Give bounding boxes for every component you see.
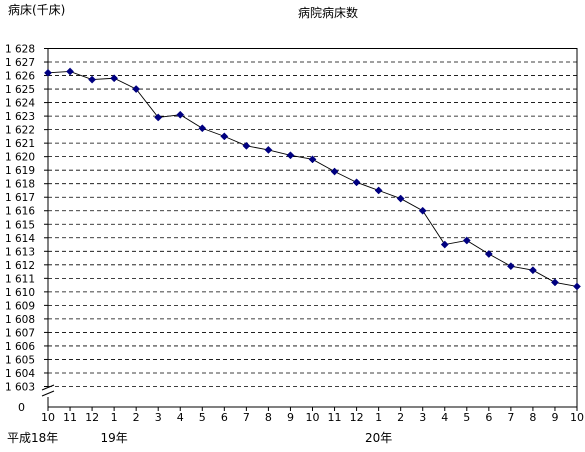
y-tick-label: 1 616 [5, 206, 35, 218]
data-point-marker [374, 186, 383, 195]
y-tick-label: 1 625 [5, 84, 35, 96]
x-tick-label: 9 [287, 411, 294, 424]
data-point-marker [352, 178, 361, 187]
x-tick-label: 2 [133, 411, 140, 424]
data-point-marker [176, 110, 185, 119]
data-point-marker [220, 132, 229, 141]
y-tick-label: 1 612 [5, 260, 35, 272]
data-point-marker [264, 145, 273, 154]
x-tick-label: 3 [419, 411, 426, 424]
y-tick-label: 1 613 [5, 246, 35, 258]
y-tick-label: 1 607 [5, 327, 35, 339]
y-tick-label: 1 604 [5, 368, 35, 380]
y-tick-label: 1 611 [5, 273, 35, 285]
y-tick-label: 1 603 [5, 382, 35, 394]
data-point-marker [506, 262, 515, 271]
data-point-marker [573, 282, 581, 291]
y-tick-label: 1 627 [5, 57, 35, 69]
y-tick-label: 1 618 [5, 179, 35, 191]
data-point-marker [110, 74, 119, 83]
axis-break-mark [41, 384, 55, 391]
x-year-label: 平成18年 [7, 431, 58, 445]
axis-break-gap [45, 388, 51, 397]
x-tick-label: 10 [41, 411, 55, 424]
y-tick-label: 1 614 [5, 233, 35, 245]
x-tick-label: 4 [177, 411, 184, 424]
data-point-marker [551, 278, 559, 287]
y-tick-label: 1 620 [5, 152, 35, 164]
x-tick-label: 1 [375, 411, 382, 424]
x-tick-label: 4 [441, 411, 448, 424]
y-tick-label: 1 623 [5, 111, 35, 123]
series-line [47, 71, 578, 287]
data-point-marker [462, 236, 471, 245]
y-tick-label: 1 608 [5, 314, 35, 326]
data-point-marker [66, 67, 74, 76]
data-point-marker [396, 194, 405, 203]
y-axis-label: 病床(千床) [8, 2, 65, 17]
y-tick-label: 1 615 [5, 219, 35, 231]
y-tick-label: 1 617 [5, 192, 35, 204]
data-point-marker [88, 75, 97, 84]
x-tick-label: 12 [85, 411, 99, 424]
y-tick-label: 1 610 [5, 287, 35, 299]
y-origin-label: 0 [18, 401, 25, 414]
x-year-label: 19年 [100, 431, 127, 445]
y-tick-label: 1 619 [5, 165, 35, 177]
x-tick-label: 8 [265, 411, 272, 424]
x-tick-label: 10 [306, 411, 320, 424]
x-tick-label: 11 [63, 411, 77, 424]
y-tick-label: 1 624 [5, 98, 35, 110]
x-tick-label: 5 [463, 411, 470, 424]
y-tick-label: 1 626 [5, 71, 35, 83]
x-year-label: 20年 [365, 431, 392, 445]
y-tick-label: 1 605 [5, 354, 35, 366]
x-tick-label: 8 [529, 411, 536, 424]
data-point-marker [484, 250, 493, 258]
data-point-marker [440, 240, 449, 249]
x-tick-label: 5 [199, 411, 206, 424]
x-tick-label: 3 [155, 411, 162, 424]
series-layer [44, 67, 581, 291]
axis-break-mark [41, 390, 55, 397]
y-tick-label: 1 628 [5, 44, 35, 56]
y-tick-label: 1 606 [5, 341, 35, 353]
data-point-marker [198, 124, 207, 133]
data-point-marker [132, 85, 141, 94]
chart-title: 病院病床数 [298, 5, 358, 20]
x-tick-label: 6 [221, 411, 228, 424]
x-tick-label: 12 [350, 411, 364, 424]
x-tick-label: 9 [551, 411, 558, 424]
x-tick-label: 11 [328, 411, 342, 424]
x-tick-label: 7 [243, 411, 250, 424]
data-point-marker [308, 155, 317, 164]
data-point-marker [418, 206, 427, 215]
data-point-marker [242, 141, 251, 150]
grid-layer [48, 48, 577, 387]
data-point-marker [44, 68, 52, 77]
x-tick-label: 10 [570, 411, 584, 424]
x-tick-label: 2 [397, 411, 404, 424]
y-tick-label: 1 609 [5, 300, 35, 312]
x-tick-label: 7 [507, 411, 514, 424]
y-tick-label: 1 621 [5, 138, 35, 150]
y-tick-label: 1 622 [5, 125, 35, 137]
data-point-marker [330, 167, 339, 176]
data-point-marker [528, 266, 537, 275]
axis-layer [41, 48, 578, 411]
x-tick-label: 1 [111, 411, 118, 424]
x-tick-label: 6 [485, 411, 492, 424]
data-point-marker [286, 151, 295, 160]
data-point-marker [154, 113, 163, 122]
